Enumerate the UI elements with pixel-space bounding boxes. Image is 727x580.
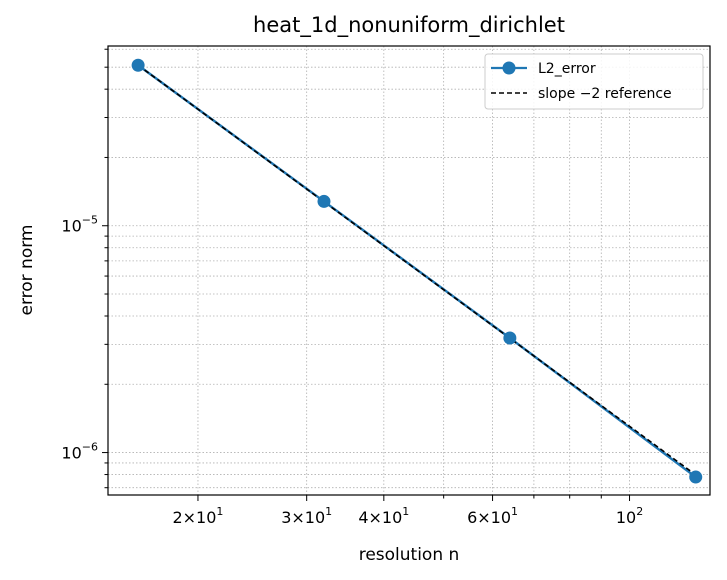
plot-frame <box>107 45 711 496</box>
legend-reference-label: slope −2 reference <box>538 86 672 102</box>
l2-error-point <box>689 470 703 484</box>
slope-reference-line <box>137 64 697 476</box>
x-tick-label: 2×101 <box>172 505 223 527</box>
x-axis-label: resolution n <box>359 545 460 565</box>
grid-lines <box>108 46 710 495</box>
x-tick-label: 6×101 <box>467 505 518 527</box>
legend-box <box>484 53 704 110</box>
x-tick-label: 4×101 <box>358 505 409 527</box>
y-tick-label: 10−5 <box>61 214 98 236</box>
x-tick-label: 3×101 <box>281 505 332 527</box>
series-layer <box>131 58 703 484</box>
y-tick-label: 10−6 <box>61 441 98 463</box>
axis-ticks: 2×101 3×101 4×101 6×101 102 10−6 10−5 <box>61 48 643 527</box>
chart-title: heat_1d_nonuniform_dirichlet <box>253 13 565 38</box>
legend: L2_error slope −2 reference <box>484 53 704 110</box>
legend-l2-label: L2_error <box>538 61 596 77</box>
x-tick-label: 102 <box>616 505 643 527</box>
l2-error-point <box>503 331 517 345</box>
legend-l2-marker <box>502 61 516 75</box>
y-axis-label: error norm <box>17 225 37 316</box>
l2-error-point <box>131 58 145 72</box>
l2-error-point <box>317 194 331 208</box>
